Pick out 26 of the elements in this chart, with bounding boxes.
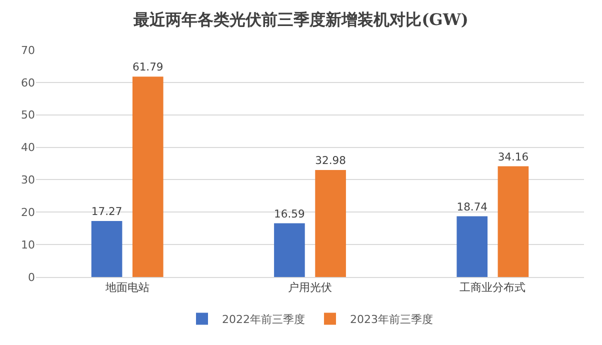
bar bbox=[91, 221, 122, 277]
bar bbox=[498, 166, 529, 277]
y-tick-label: 0 bbox=[28, 270, 35, 284]
x-tick-label: 户用光伏 bbox=[288, 281, 332, 294]
data-label: 17.27 bbox=[91, 205, 122, 218]
x-tick-label: 工商业分布式 bbox=[460, 281, 526, 294]
y-tick-label: 70 bbox=[21, 44, 35, 57]
y-tick-label: 40 bbox=[21, 141, 35, 154]
bar bbox=[132, 76, 164, 277]
bar bbox=[315, 170, 346, 277]
y-tick-label: 30 bbox=[21, 174, 35, 187]
legend-label: 2023年前三季度 bbox=[350, 313, 433, 326]
data-label: 18.74 bbox=[456, 200, 488, 214]
y-tick-label: 20 bbox=[21, 206, 35, 219]
chart-title: 最近两年各类光伏前三季度新增装机对比(GW) bbox=[132, 10, 468, 29]
data-label: 32.98 bbox=[315, 154, 346, 168]
bar bbox=[274, 223, 305, 277]
y-tick-label: 50 bbox=[21, 108, 35, 122]
data-label: 61.79 bbox=[132, 60, 164, 74]
legend-label: 2022年前三季度 bbox=[222, 313, 305, 326]
y-tick-label: 10 bbox=[21, 238, 35, 252]
y-tick-label: 60 bbox=[21, 76, 35, 90]
bar bbox=[456, 216, 488, 277]
data-label: 16.59 bbox=[274, 207, 305, 220]
data-label: 34.16 bbox=[498, 150, 529, 164]
x-tick-label: 地面电站 bbox=[104, 281, 150, 294]
